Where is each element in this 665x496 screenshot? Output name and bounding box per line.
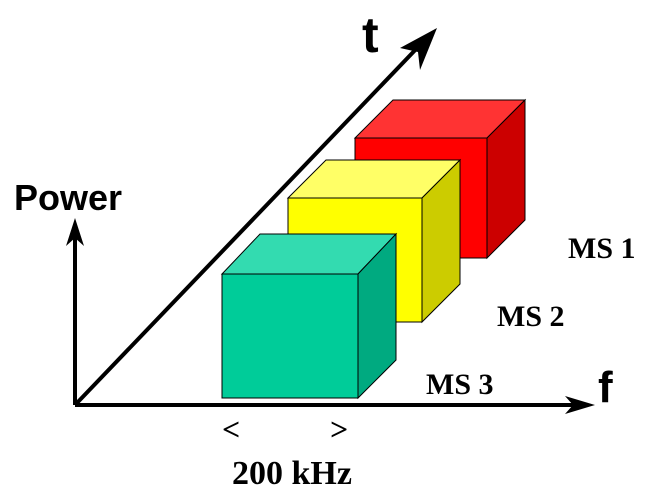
station-label: MS 3: [426, 368, 494, 401]
axes: [73, 43, 580, 407]
bandwidth-left: <: [222, 411, 240, 447]
cube-front: [221, 273, 359, 399]
time-label: t: [362, 7, 379, 63]
frequency-label: f: [598, 363, 613, 412]
frequency-arrow: [565, 396, 595, 414]
time-axis: [73, 43, 422, 407]
station-label: MS 2: [497, 300, 565, 333]
power-label: Power: [14, 177, 122, 218]
bandwidth-right: >: [330, 411, 348, 447]
cube-ms3: [220, 232, 398, 400]
bandwidth-label: 200 kHz: [232, 455, 352, 492]
station-label: MS 1: [568, 232, 636, 265]
power-arrow: [66, 218, 84, 246]
time-arrow: [400, 28, 437, 70]
